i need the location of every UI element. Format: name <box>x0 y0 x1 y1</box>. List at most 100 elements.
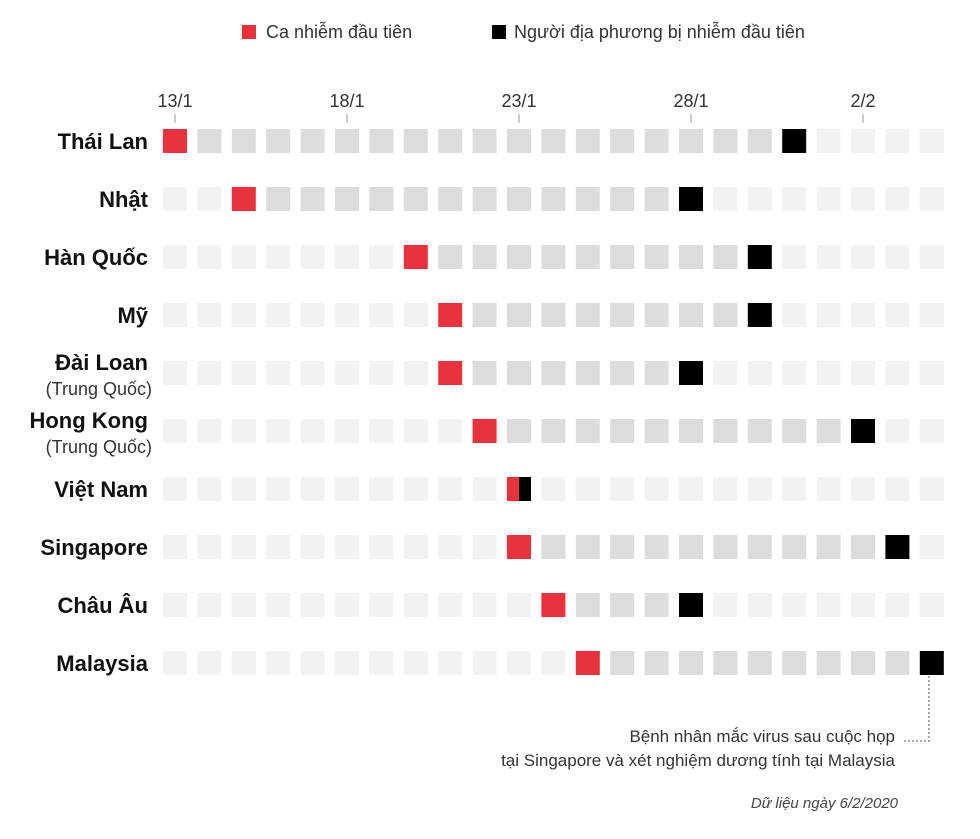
first-case-cell <box>472 419 497 443</box>
x-tick-label: 28/1 <box>673 91 708 111</box>
day-cell <box>507 651 531 675</box>
day-cell <box>403 593 428 617</box>
day-cell-between <box>575 361 600 385</box>
first-local-cell <box>519 477 531 501</box>
day-cell <box>300 535 325 559</box>
day-cell <box>816 361 841 385</box>
day-cell <box>713 593 738 617</box>
day-cell-between <box>782 535 807 559</box>
first-case-cell <box>438 303 463 327</box>
day-cell <box>403 361 428 385</box>
day-cell-between <box>644 187 669 211</box>
day-cell-between <box>644 361 669 385</box>
day-cell <box>851 245 875 269</box>
row-sublabel: (Trung Quốc) <box>46 437 152 457</box>
day-cell <box>335 245 359 269</box>
day-cell <box>747 187 772 211</box>
day-cell-between <box>575 187 600 211</box>
day-cell <box>782 593 807 617</box>
day-cell <box>851 303 875 327</box>
day-cell <box>163 245 187 269</box>
day-cell-between <box>644 419 669 443</box>
x-axis: 13/1 18/1 23/1 28/1 2/2 <box>157 91 876 123</box>
row-label: Nhật <box>99 187 149 212</box>
first-local-cell <box>919 651 944 675</box>
day-cell <box>335 303 359 327</box>
day-cell-between <box>679 651 703 675</box>
day-cell-between <box>610 419 635 443</box>
row-sublabel: (Trung Quốc) <box>46 379 152 399</box>
day-cell <box>919 303 944 327</box>
day-cell <box>266 245 291 269</box>
x-tick-label: 23/1 <box>501 91 536 111</box>
day-cell <box>816 593 841 617</box>
day-cell-between <box>541 419 566 443</box>
day-cell <box>266 651 291 675</box>
day-cell <box>816 303 841 327</box>
day-cell <box>231 419 256 443</box>
day-cell-between <box>679 245 703 269</box>
day-cell-between <box>507 245 531 269</box>
day-cell-between <box>541 303 566 327</box>
day-cell <box>369 477 394 501</box>
day-cell-between <box>885 651 910 675</box>
day-cell-between <box>679 419 703 443</box>
day-cell-between <box>782 419 807 443</box>
row-label: Malaysia <box>56 651 148 676</box>
day-cell-between <box>472 245 497 269</box>
day-cell-between <box>541 361 566 385</box>
day-cell-between <box>472 303 497 327</box>
first-local-cell <box>679 361 703 385</box>
row-label: Hong Kong <box>29 408 148 433</box>
cells-grid <box>163 129 944 675</box>
day-cell <box>747 593 772 617</box>
row-label: Mỹ <box>117 303 148 328</box>
day-cell <box>919 361 944 385</box>
day-cell-between <box>575 593 600 617</box>
day-cell <box>438 535 463 559</box>
day-cell-between <box>679 303 703 327</box>
row-label: Đài Loan <box>55 350 148 375</box>
day-cell-between <box>300 129 325 153</box>
row-label: Việt Nam <box>54 477 148 502</box>
day-cell <box>782 361 807 385</box>
first-local-cell <box>679 187 703 211</box>
day-cell-between <box>575 535 600 559</box>
first-case-cell <box>231 187 256 211</box>
day-cell <box>403 535 428 559</box>
day-cell-between <box>575 245 600 269</box>
day-cell-between <box>369 129 394 153</box>
day-cell <box>782 303 807 327</box>
day-cell <box>816 245 841 269</box>
day-cell <box>231 535 256 559</box>
day-cell <box>369 593 394 617</box>
day-cell <box>163 361 187 385</box>
day-cell <box>816 129 841 153</box>
day-cell <box>403 651 428 675</box>
day-cell <box>816 477 841 501</box>
day-cell <box>438 593 463 617</box>
day-cell <box>163 187 187 211</box>
day-cell <box>644 477 669 501</box>
day-cell-between <box>541 129 566 153</box>
day-cell <box>369 303 394 327</box>
x-tick-label: 2/2 <box>850 91 875 111</box>
day-cell <box>335 477 359 501</box>
day-cell <box>300 477 325 501</box>
day-cell <box>335 419 359 443</box>
day-cell <box>266 477 291 501</box>
day-cell-between <box>472 361 497 385</box>
day-cell-between <box>541 245 566 269</box>
day-cell <box>713 187 738 211</box>
annotation-line-1: Bệnh nhân mắc virus sau cuộc họp <box>629 727 895 746</box>
day-cell <box>575 477 600 501</box>
day-cell <box>885 303 910 327</box>
day-cell-between <box>438 245 463 269</box>
day-cell <box>816 187 841 211</box>
day-cell <box>885 477 910 501</box>
day-cell-between <box>403 187 428 211</box>
day-cell <box>885 593 910 617</box>
day-cell <box>438 419 463 443</box>
day-cell-between <box>507 129 531 153</box>
